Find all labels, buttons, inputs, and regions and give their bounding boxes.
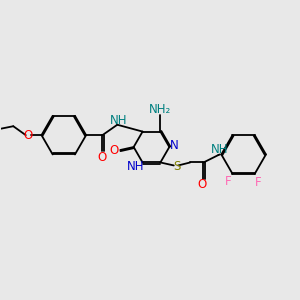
Text: NH: NH	[127, 160, 145, 172]
Text: NH₂: NH₂	[149, 103, 172, 116]
Text: F: F	[225, 175, 231, 188]
Text: O: O	[197, 178, 207, 191]
Text: O: O	[98, 151, 107, 164]
Text: O: O	[23, 129, 33, 142]
Text: NH: NH	[211, 143, 229, 156]
Text: F: F	[254, 176, 261, 189]
Text: S: S	[173, 160, 180, 173]
Text: NH: NH	[110, 114, 128, 127]
Text: O: O	[110, 143, 119, 157]
Text: N: N	[170, 139, 179, 152]
